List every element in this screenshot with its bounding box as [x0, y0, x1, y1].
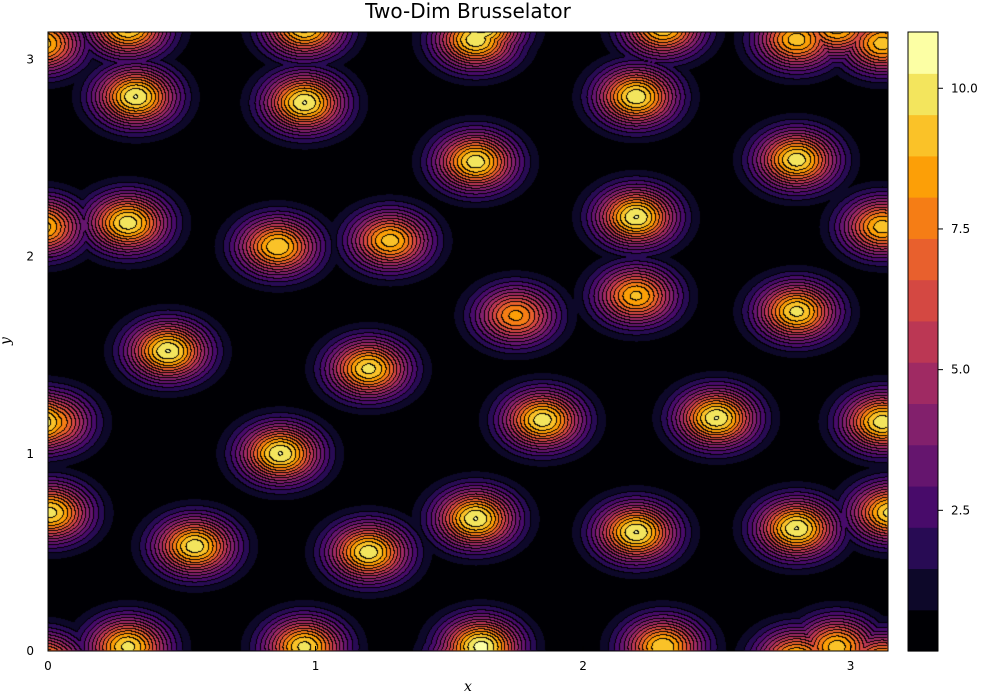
plot-area: [47, 31, 889, 652]
colorbar-frame: [907, 31, 939, 652]
y-tick-label: 3: [26, 53, 34, 67]
contour-field: [48, 32, 888, 651]
plot-frame: [47, 31, 889, 652]
colorbar-band: [908, 609, 938, 652]
colorbar-band: [908, 197, 938, 239]
colorbar-tick-label: 7.5: [951, 222, 970, 236]
x-tick-label: 3: [847, 659, 855, 673]
y-axis-label: y: [0, 336, 14, 346]
x-axis: 0 1 2 3: [44, 646, 854, 673]
y-tick-label: 1: [26, 447, 34, 461]
x-tick-label: 0: [44, 659, 52, 673]
colorbar-band: [908, 73, 938, 116]
colorbar-band: [908, 238, 938, 281]
chart-title: Two-Dim Brusselator: [364, 0, 572, 23]
colorbar-band: [908, 279, 938, 322]
colorbar-band: [908, 320, 938, 363]
colorbar-tick-label: 10.0: [951, 81, 978, 95]
colorbar-axis: 2.5 5.0 7.5 10.0: [938, 81, 978, 517]
colorbar-band: [908, 568, 938, 611]
colorbar-band: [908, 444, 938, 487]
y-tick-label: 0: [26, 644, 34, 658]
colorbar-band: [908, 527, 938, 570]
colorbar-tick-label: 2.5: [951, 503, 970, 517]
x-tick-label: 2: [579, 659, 587, 673]
colorbar-tick-label: 5.0: [951, 363, 970, 377]
y-axis: 0 1 2 3: [26, 53, 53, 658]
colorbar-band: [908, 362, 938, 404]
x-tick-label: 1: [312, 659, 320, 673]
colorbar-band: [908, 32, 938, 74]
y-tick-label: 2: [26, 250, 34, 264]
x-axis-label: x: [464, 679, 472, 695]
colorbar-band: [908, 155, 938, 198]
colorbar-band: [908, 403, 938, 446]
colorbar-band: [908, 485, 938, 528]
colorbar-band: [908, 114, 938, 157]
colorbar: [907, 31, 939, 652]
